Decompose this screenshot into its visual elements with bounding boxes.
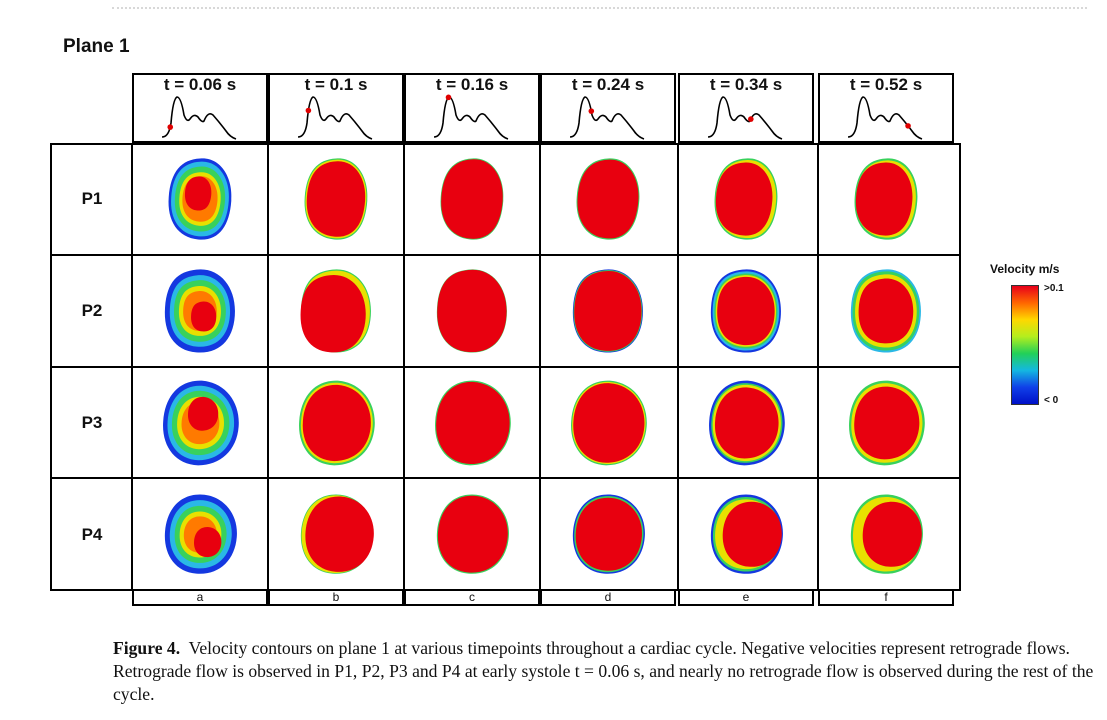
- column-letter: c: [469, 590, 475, 604]
- legend-title: Velocity m/s: [990, 262, 1060, 276]
- velocity-contour: [576, 158, 640, 240]
- legend-colorbar: [1011, 285, 1039, 405]
- velocity-contour: [163, 380, 239, 465]
- flow-waveform-icon: [569, 96, 645, 140]
- flow-waveform-icon: [297, 96, 373, 140]
- timepoint-marker: [905, 123, 911, 129]
- timepoint-header: t = 0.24 s: [540, 73, 676, 143]
- timepoint-header: t = 0.1 s: [268, 73, 404, 143]
- plane-title: Plane 1: [63, 36, 130, 57]
- row-label: P4: [81, 524, 103, 544]
- velocity-contour: [709, 380, 785, 465]
- column-divider: [267, 143, 269, 591]
- timepoint-header: t = 0.16 s: [404, 73, 540, 143]
- row-label: P3: [81, 412, 103, 432]
- column-letter: a: [196, 590, 204, 604]
- velocity-contour: [850, 494, 923, 574]
- velocity-contour: [710, 494, 783, 574]
- timepoint-marker: [305, 107, 312, 114]
- figure-caption: Figure 4. Velocity contours on plane 1 a…: [113, 637, 1098, 706]
- column-divider: [403, 143, 405, 591]
- velocity-contour: [714, 158, 778, 240]
- legend-max-label: >0.1: [1044, 283, 1064, 294]
- timepoint-header: t = 0.06 s: [132, 73, 268, 143]
- velocity-contour: [300, 269, 371, 353]
- column-letter: b: [332, 590, 340, 604]
- row-label: P2: [81, 301, 103, 320]
- flow-waveform-icon: [433, 94, 509, 140]
- velocity-contour: [436, 494, 509, 574]
- column-divider: [131, 143, 133, 591]
- top-dotted-rule: [112, 7, 1087, 9]
- caption-text: Velocity contours on plane 1 at various …: [113, 638, 1094, 704]
- column-letter: e: [742, 590, 750, 604]
- timepoint-marker: [588, 108, 595, 114]
- column-footer: d: [540, 589, 676, 606]
- velocity-contour: [435, 380, 511, 465]
- row-divider: [50, 477, 961, 479]
- velocity-contour: [304, 158, 368, 240]
- velocity-contour: [168, 158, 232, 240]
- velocity-contour: [300, 494, 374, 574]
- column-footer: b: [268, 589, 404, 606]
- column-divider: [817, 143, 819, 591]
- velocity-contour: [571, 380, 647, 465]
- velocity-contour: [854, 158, 918, 240]
- timepoint-header: t = 0.34 s: [678, 73, 814, 143]
- timepoint-label: t = 0.34 s: [709, 75, 783, 94]
- column-footer: c: [404, 589, 540, 606]
- flow-waveform-icon: [707, 96, 783, 140]
- velocity-contour: [850, 269, 921, 353]
- timepoint-label: t = 0.24 s: [571, 75, 645, 94]
- column-footer: a: [132, 589, 268, 606]
- timepoint-label: t = 0.52 s: [849, 75, 923, 94]
- velocity-contour: [440, 158, 504, 240]
- velocity-contour: [572, 269, 643, 353]
- velocity-contour: [849, 380, 925, 465]
- velocity-contour: [164, 494, 237, 574]
- column-divider: [677, 143, 679, 591]
- column-footer: f: [818, 589, 954, 606]
- timepoint-label: t = 0.16 s: [435, 75, 509, 94]
- timepoint-marker: [167, 124, 174, 130]
- velocity-contour: [572, 494, 645, 574]
- column-letter: f: [884, 590, 888, 604]
- column-divider: [539, 143, 541, 591]
- velocity-contour: [299, 380, 375, 465]
- timepoint-marker: [748, 116, 754, 122]
- flow-waveform-icon: [847, 96, 923, 140]
- column-letter: d: [604, 590, 612, 604]
- velocity-contour: [164, 269, 235, 353]
- column-footer: e: [678, 589, 814, 606]
- velocity-contour: [710, 269, 781, 353]
- timepoint-header: t = 0.52 s: [818, 73, 954, 143]
- row-label: P1: [81, 189, 103, 208]
- velocity-contour: [436, 269, 507, 353]
- timepoint-label: t = 0.1 s: [304, 75, 368, 94]
- timepoint-label: t = 0.06 s: [163, 75, 237, 94]
- row-divider: [50, 366, 961, 368]
- timepoint-marker: [445, 94, 452, 101]
- flow-waveform-icon: [161, 96, 237, 140]
- caption-label: Figure 4.: [113, 638, 181, 658]
- legend-min-label: < 0: [1044, 395, 1059, 406]
- row-divider: [50, 254, 961, 256]
